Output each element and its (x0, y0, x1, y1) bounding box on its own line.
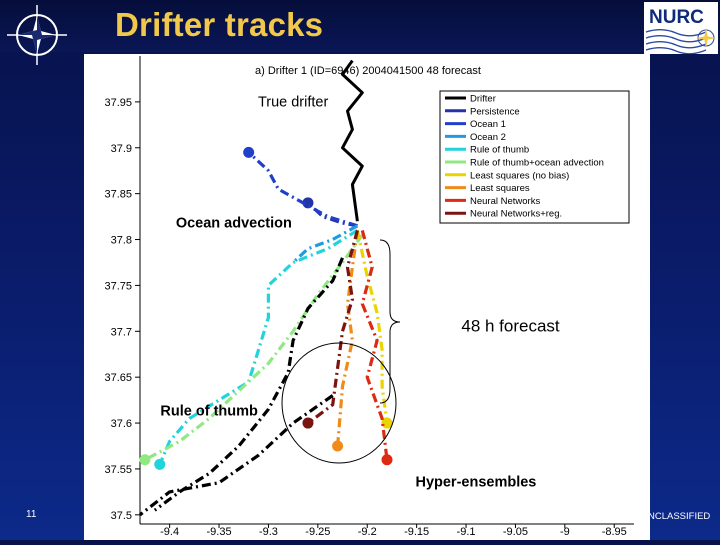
y-tick-label: 37.75 (104, 280, 132, 292)
legend-label: Ocean 2 (470, 132, 506, 143)
legend-label: Rule of thumb+ocean advection (470, 158, 604, 169)
figure-panel: 37.5 37.55 37.6 37.65 37.7 37.75 37.8 37.85 37.9… (84, 54, 650, 540)
legend-label: Neural Networks+reg. (470, 209, 562, 220)
x-tick-label: -9.3 (259, 526, 278, 538)
rule-of-thumb-label: Rule of thumb (160, 404, 258, 420)
series-end-point-9 (302, 417, 314, 429)
x-tick-label: -9.4 (160, 526, 179, 538)
x-tick-label: -9.15 (404, 526, 429, 538)
x-tick-label: -9 (560, 526, 570, 538)
legend-label: Rule of thumb (470, 145, 529, 156)
y-tick-label: 37.65 (104, 372, 132, 384)
series-line-2 (247, 151, 358, 228)
legend-label: Least squares (no bias) (470, 170, 569, 181)
series-line-0 (341, 59, 364, 222)
y-tick-label: 37.6 (111, 418, 132, 430)
true-drifter-label: True drifter (258, 94, 329, 110)
y-tick-label: 37.9 (111, 143, 132, 155)
series-line-4 (158, 229, 359, 466)
x-tick-label: -9.1 (457, 526, 476, 538)
x-tick-label: -9.25 (305, 526, 330, 538)
hyper-ensembles-label: Hyper-ensembles (415, 474, 536, 490)
series-end-point-7 (332, 440, 344, 452)
series-end-point-8 (381, 454, 393, 466)
y-tick-label: 37.55 (104, 464, 132, 476)
slide-title: Drifter tracks (115, 6, 324, 43)
series-line-6 (355, 230, 389, 424)
series-line-11 (139, 394, 334, 517)
ocean-advection-label: Ocean advection (176, 216, 292, 232)
y-tick-label: 37.95 (104, 97, 132, 109)
series-end-point-5 (139, 454, 151, 466)
y-tick-label: 37.7 (111, 326, 132, 338)
y-tick-label: 37.85 (104, 189, 132, 201)
legend-label: Persistence (470, 106, 520, 117)
x-tick-label: -9.2 (358, 526, 377, 538)
legend-label: Drifter (470, 94, 496, 105)
y-tick-label: 37.8 (111, 235, 132, 247)
nurc-logo: NURC (644, 2, 718, 54)
x-tick-label: -9.05 (503, 526, 528, 538)
legend-label: Neural Networks (470, 196, 540, 207)
legend-label: Least squares (470, 183, 530, 194)
forecast-bracket (379, 239, 401, 404)
legend-box (439, 90, 630, 224)
hyper-ensemble-circle (281, 342, 397, 464)
series-line-3 (292, 224, 359, 264)
y-tick-label: 37.5 (111, 510, 132, 522)
series-line-9 (307, 229, 359, 425)
slide-number: 11 (26, 509, 37, 520)
classification-label: NCLASSIFIED (648, 511, 711, 522)
nato-compass-star-icon (7, 5, 67, 65)
forecast-label: 48 h forecast (461, 316, 560, 335)
legend-label: Ocean 1 (470, 119, 506, 130)
series-end-point-2 (243, 146, 255, 158)
chart-title: a) Drifter 1 (ID=6946) 2004041500 48 for… (255, 65, 481, 77)
series-end-point-4 (154, 458, 166, 470)
title-band (0, 0, 720, 52)
series-line-5 (144, 233, 364, 462)
x-tick-label: -8.95 (602, 526, 627, 538)
nurc-logo-text: NURC (649, 7, 704, 28)
series-line-10 (153, 257, 344, 512)
series-line-8 (360, 229, 389, 460)
x-tick-label: -9.35 (207, 526, 232, 538)
drifter-track-chart: 37.5 37.55 37.6 37.65 37.7 37.75 37.8 37.85 37.9… (104, 56, 634, 538)
